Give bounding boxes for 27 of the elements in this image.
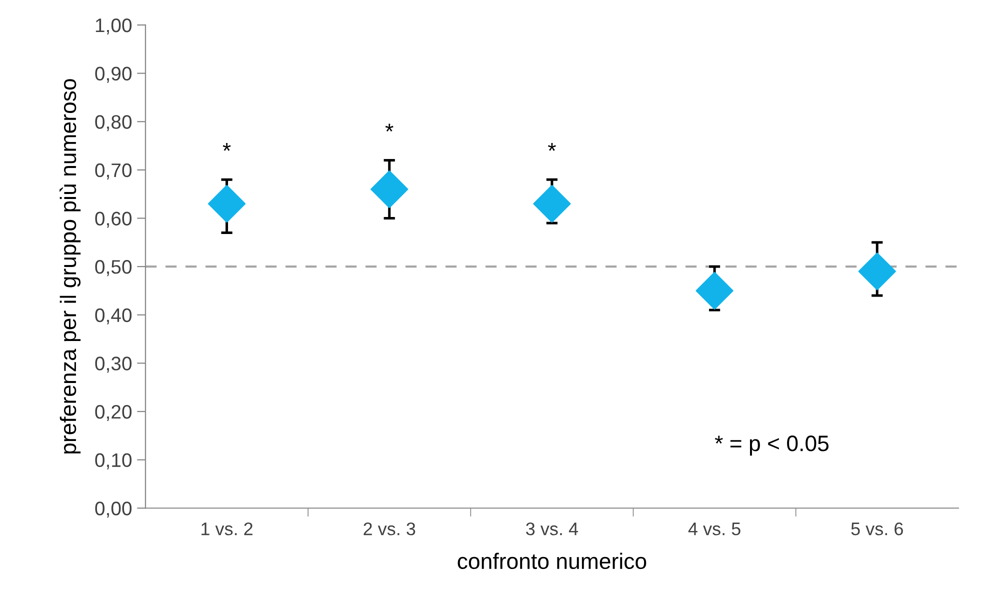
annotation: * = p < 0.05 (714, 436, 829, 456)
y-tick-label: 0,00 (95, 502, 132, 518)
point (370, 170, 408, 208)
y-tick-label: 0,60 (95, 212, 132, 228)
y-tick-label: 0,40 (95, 308, 132, 324)
annotation: * (222, 143, 231, 151)
x-tick-label: 1 vs. 2 (202, 522, 252, 536)
point (696, 272, 734, 310)
y-tick-label: 0,30 (95, 356, 132, 373)
y-axis-title: preferenza per il gruppo più numeroso (60, 79, 81, 454)
x-tick-label: 3 vs. 4 (526, 522, 578, 536)
y-tick-label: 0,80 (95, 115, 132, 132)
point (858, 252, 896, 290)
y-tick-label: 1,00 (96, 18, 132, 35)
point (208, 184, 246, 223)
annotation: * (548, 143, 556, 151)
y-tick-label: 0,10 (95, 453, 132, 470)
y-tick-label: 0,70 (95, 163, 132, 180)
y-tick-label: 0,20 (95, 404, 132, 422)
point (533, 184, 571, 223)
y-tick-label: 0,90 (95, 66, 132, 83)
y-tick-label: 0,50 (95, 260, 132, 276)
annotation: * (385, 124, 394, 132)
x-tick-label: 4 vs. 5 (688, 522, 740, 536)
x-tick-label: 5 vs. 6 (851, 522, 903, 536)
x-axis-title: confronto numerico (458, 552, 646, 570)
x-tick-label: 2 vs. 3 (364, 522, 416, 536)
